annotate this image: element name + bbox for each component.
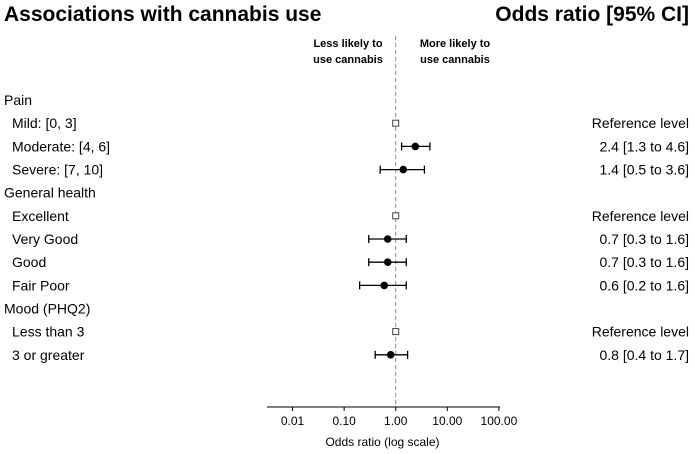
reference-marker: [392, 212, 400, 220]
row-label: Mild: [0, 3]: [12, 115, 77, 131]
x-tick-label: 0.10: [332, 414, 356, 428]
row-estimate-text: 0.7 [0.3 to 1.6]: [599, 254, 689, 270]
more-likely-label-line1: More likely to: [420, 38, 491, 50]
group-label: Pain: [4, 92, 32, 108]
x-tick-label: 0.01: [281, 414, 305, 428]
reference-marker: [392, 119, 400, 127]
x-tick-label: 1.00: [384, 414, 408, 428]
row-label: Moderate: [4, 6]: [12, 138, 110, 154]
row-estimate-text: Reference level: [592, 115, 689, 131]
point-estimate: [399, 165, 408, 174]
row-estimate-text: 0.8 [0.4 to 1.7]: [599, 347, 689, 363]
row-estimate-text: 0.7 [0.3 to 1.6]: [599, 231, 689, 247]
row-estimate-text: Reference level: [592, 208, 689, 224]
less-likely-label-line1: Less likely to: [313, 38, 382, 50]
x-tick-label: 10.00: [432, 414, 462, 428]
row-label: Severe: [7, 10]: [12, 162, 103, 178]
group-label: Mood (PHQ2): [4, 300, 90, 316]
point-estimate: [383, 235, 392, 243]
x-axis-label: Odds ratio (log scale): [325, 435, 439, 449]
point-estimate: [380, 281, 389, 290]
row-estimate-text: Reference level: [592, 324, 689, 340]
row-label: Good: [12, 254, 46, 270]
point-estimate: [386, 351, 395, 359]
group-label: General health: [4, 185, 96, 201]
row-estimate-text: 2.4 [1.3 to 4.6]: [599, 138, 689, 154]
ci-column-title: Odds ratio [95% CI]: [495, 3, 689, 26]
row-label: 3 or greater: [12, 347, 85, 363]
row-label: Very Good: [12, 231, 78, 247]
point-estimate: [383, 258, 392, 267]
more-likely-label-line2: use cannabis: [420, 54, 490, 66]
row-estimate-text: 1.4 [0.5 to 3.6]: [599, 162, 689, 178]
x-tick-label: 100.00: [481, 414, 518, 428]
chart-title: Associations with cannabis use: [4, 3, 321, 26]
row-label: Less than 3: [12, 324, 85, 340]
point-estimate: [411, 142, 420, 151]
row-estimate-text: 0.6 [0.2 to 1.6]: [599, 277, 689, 293]
row-label: Fair Poor: [12, 277, 70, 293]
reference-marker: [392, 328, 400, 336]
row-label: Excellent: [12, 208, 69, 224]
less-likely-label-line2: use cannabis: [313, 54, 383, 66]
